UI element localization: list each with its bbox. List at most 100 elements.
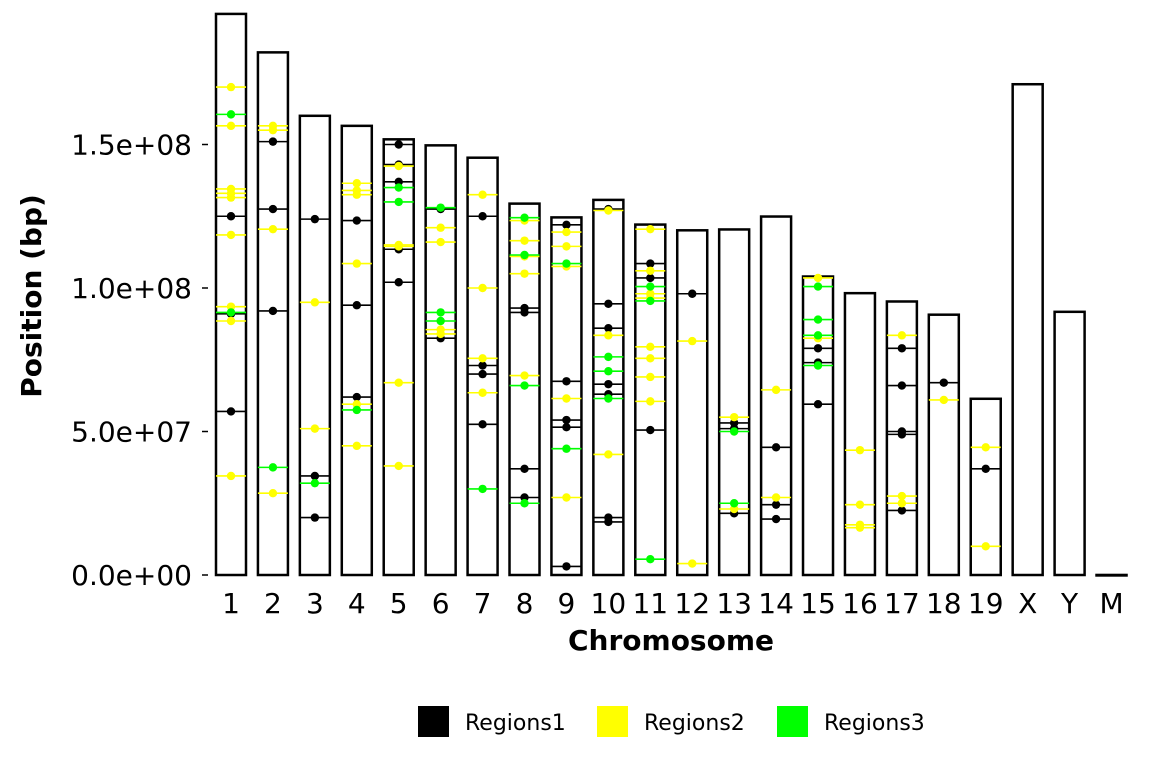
region-point [478, 283, 487, 293]
legend: Regions1 Regions2 Regions3 [418, 706, 925, 737]
region-point [478, 484, 487, 494]
region-point [646, 273, 655, 283]
region-point [226, 110, 236, 119]
y-axis-title: Position (bp) [15, 194, 48, 398]
region-point [562, 227, 571, 237]
region-point [226, 121, 236, 131]
region-point [520, 308, 529, 317]
region-point [478, 420, 487, 429]
chromosome-bar-16 [843, 291, 877, 577]
legend-swatch-regions3 [777, 706, 808, 737]
region-point [646, 397, 655, 406]
x-tick-label: 18 [926, 587, 962, 620]
region-point [436, 316, 445, 326]
region-point [268, 125, 278, 135]
region-point [436, 308, 445, 317]
x-tick-label: 5 [390, 587, 408, 620]
region-point [478, 212, 487, 221]
region-point [310, 513, 320, 522]
chromosome-bar-X [1011, 82, 1044, 577]
region-point [226, 308, 236, 317]
chromosome-bar-Y [1053, 310, 1086, 577]
region-point [268, 306, 278, 316]
region-point [268, 224, 278, 234]
region-point [897, 381, 907, 390]
region-point [562, 444, 571, 453]
region-point [436, 203, 445, 212]
region-point [604, 299, 613, 308]
region-point [646, 224, 655, 234]
chromosome-bar-12 [675, 229, 709, 577]
region-point [310, 424, 320, 433]
region-point [562, 493, 571, 502]
region-point [646, 259, 655, 268]
x-tick-label: 7 [474, 587, 492, 620]
region-point [771, 385, 781, 395]
region-point [562, 259, 571, 268]
chromosome-bar-3 [298, 114, 332, 577]
region-point [478, 361, 487, 370]
region-point [981, 443, 990, 452]
region-point [352, 400, 361, 409]
chromosome-bar-13 [717, 228, 751, 577]
x-tick-label: 6 [432, 587, 450, 620]
region-point [729, 504, 739, 514]
region-point [897, 344, 907, 353]
region-point [646, 372, 655, 382]
region-point [520, 269, 529, 278]
region-point [813, 273, 823, 283]
x-tick-label: 17 [884, 587, 920, 620]
region-point [436, 237, 445, 247]
region-point [562, 415, 571, 425]
region-point [394, 183, 403, 192]
region-point [394, 461, 403, 471]
x-axis-title: Chromosome [568, 624, 774, 657]
region-point [813, 361, 823, 370]
region-point [729, 412, 739, 422]
x-tick-label: 12 [674, 587, 710, 620]
series-regions1 [216, 137, 1001, 571]
region-point [939, 378, 949, 387]
x-tick-label: 11 [632, 587, 668, 620]
region-point [394, 242, 403, 251]
region-point [226, 471, 236, 481]
region-point [604, 450, 613, 459]
region-point [520, 236, 529, 245]
region-point [646, 266, 655, 275]
region-point [562, 422, 571, 432]
region-point [646, 425, 655, 435]
region-point [562, 220, 571, 230]
region-point [604, 352, 613, 362]
region-point [771, 443, 781, 452]
region-point [813, 400, 823, 409]
region-point [394, 197, 403, 207]
region-point [352, 216, 361, 225]
region-point [226, 316, 236, 326]
x-tick-label: 15 [800, 587, 836, 620]
region-point [226, 212, 236, 221]
region-point [604, 206, 613, 215]
region-point [226, 193, 236, 202]
x-tick-label: 16 [842, 587, 878, 620]
region-point [855, 523, 865, 532]
region-point [855, 445, 865, 455]
region-point [268, 489, 278, 498]
region-point [688, 289, 697, 298]
x-tick-label: 4 [348, 587, 366, 620]
region-point [520, 381, 529, 390]
legend-label: Regions3 [824, 711, 925, 736]
region-point [562, 562, 571, 571]
region-point [646, 354, 655, 363]
region-point [268, 137, 278, 146]
region-point [478, 190, 487, 199]
region-point [520, 250, 529, 260]
axis-layer: 0.0e+005.0e+071.0e+081.5e+081 2 3 4 5 6 7 8 9 10 1… [71, 129, 1123, 621]
region-point [394, 378, 403, 387]
region-point [394, 177, 403, 187]
region-point [226, 82, 236, 92]
region-point [939, 395, 949, 405]
region-point [520, 213, 529, 222]
region-point [604, 394, 613, 403]
